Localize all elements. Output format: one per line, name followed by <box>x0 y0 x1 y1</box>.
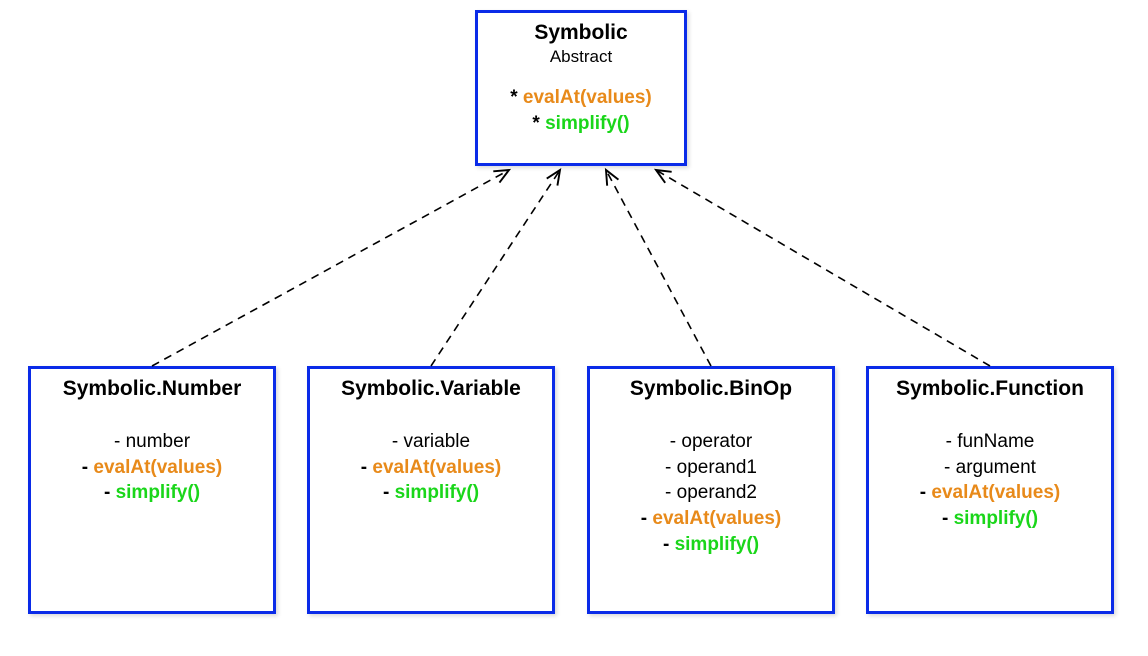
member-text: simplify() <box>954 508 1038 529</box>
member-text: evalAt(values) <box>523 87 652 108</box>
class-member: - evalAt(values) <box>31 455 273 481</box>
member-bullet: - <box>114 431 126 452</box>
class-member: - operator <box>590 429 832 455</box>
class-members: * evalAt(values)* simplify() <box>478 85 684 136</box>
class-member: - evalAt(values) <box>869 480 1111 506</box>
member-text: variable <box>404 431 471 452</box>
class-member: - simplify() <box>31 480 273 506</box>
member-text: funName <box>957 431 1034 452</box>
class-member: - operand1 <box>590 455 832 481</box>
class-member: - number <box>31 429 273 455</box>
class-box-symbolic-variable: Symbolic.Variable- variable- evalAt(valu… <box>307 366 555 614</box>
member-bullet: * <box>510 87 523 108</box>
class-title: Symbolic.BinOp <box>590 377 832 401</box>
class-members: - operator- operand1- operand2- evalAt(v… <box>590 429 832 557</box>
member-bullet: - <box>946 431 958 452</box>
member-bullet: - <box>82 457 94 478</box>
member-text: evalAt(values) <box>93 457 222 478</box>
inheritance-edge <box>152 170 509 366</box>
member-text: simplify() <box>395 482 479 503</box>
member-bullet: - <box>104 482 116 503</box>
class-box-symbolic-function: Symbolic.Function- funName- argument- ev… <box>866 366 1114 614</box>
class-subtitle: Abstract <box>478 47 684 67</box>
class-member: - operand2 <box>590 480 832 506</box>
member-text: operator <box>681 431 752 452</box>
class-title: Symbolic <box>478 21 684 45</box>
class-title: Symbolic.Function <box>869 377 1111 401</box>
class-members: - funName- argument- evalAt(values)- sim… <box>869 429 1111 532</box>
member-text: operand2 <box>677 482 757 503</box>
member-bullet: - <box>942 508 954 529</box>
member-text: argument <box>956 457 1036 478</box>
member-bullet: - <box>641 508 653 529</box>
member-bullet: - <box>670 431 682 452</box>
class-members: - variable- evalAt(values)- simplify() <box>310 429 552 506</box>
member-text: simplify() <box>675 534 759 555</box>
member-bullet: - <box>944 457 956 478</box>
member-bullet: - <box>663 534 675 555</box>
member-bullet: - <box>665 457 677 478</box>
member-bullet: - <box>665 482 677 503</box>
class-member: * simplify() <box>478 111 684 137</box>
class-member: - simplify() <box>869 506 1111 532</box>
class-member: * evalAt(values) <box>478 85 684 111</box>
class-box-symbolic-number: Symbolic.Number- number- evalAt(values)-… <box>28 366 276 614</box>
member-text: evalAt(values) <box>652 508 781 529</box>
class-member: - evalAt(values) <box>590 506 832 532</box>
member-text: operand1 <box>677 457 757 478</box>
class-title: Symbolic.Number <box>31 377 273 401</box>
class-member: - simplify() <box>590 532 832 558</box>
member-text: simplify() <box>545 113 629 134</box>
class-box-symbolic-abstract: Symbolic Abstract * evalAt(values)* simp… <box>475 10 687 166</box>
class-box-symbolic-binop: Symbolic.BinOp- operator- operand1- oper… <box>587 366 835 614</box>
class-member: - variable <box>310 429 552 455</box>
class-member: - simplify() <box>310 480 552 506</box>
member-bullet: * <box>532 113 545 134</box>
member-bullet: - <box>361 457 373 478</box>
member-bullet: - <box>392 431 404 452</box>
inheritance-edge <box>606 170 711 366</box>
member-text: number <box>126 431 190 452</box>
inheritance-edge <box>431 170 560 366</box>
class-member: - argument <box>869 455 1111 481</box>
class-member: - evalAt(values) <box>310 455 552 481</box>
member-text: evalAt(values) <box>372 457 501 478</box>
member-bullet: - <box>383 482 395 503</box>
class-members: - number- evalAt(values)- simplify() <box>31 429 273 506</box>
member-text: evalAt(values) <box>931 482 1060 503</box>
member-bullet: - <box>920 482 932 503</box>
inheritance-edge <box>656 170 990 366</box>
class-member: - funName <box>869 429 1111 455</box>
member-text: simplify() <box>116 482 200 503</box>
class-title: Symbolic.Variable <box>310 377 552 401</box>
